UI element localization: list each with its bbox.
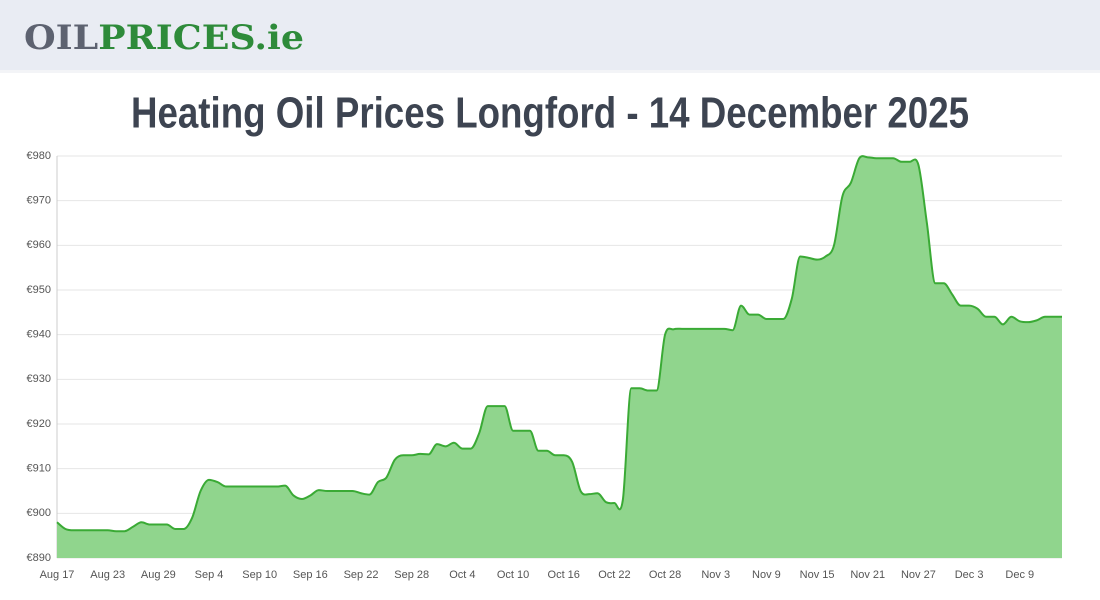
x-tick-label: Aug 17 [40, 569, 75, 581]
y-tick-label: €920 [27, 418, 51, 430]
x-tick-label: Nov 21 [850, 569, 885, 581]
x-tick-label: Sep 28 [394, 569, 429, 581]
x-tick-label: Nov 15 [800, 569, 835, 581]
x-tick-label: Aug 29 [141, 569, 176, 581]
y-tick-label: €900 [27, 507, 51, 519]
x-tick-label: Oct 4 [449, 569, 475, 581]
x-tick-label: Oct 22 [598, 569, 630, 581]
y-tick-label: €930 [27, 373, 51, 385]
y-tick-label: €890 [27, 552, 51, 564]
header-bar [0, 0, 1100, 70]
x-tick-label: Nov 9 [752, 569, 781, 581]
x-tick-label: Sep 10 [242, 569, 277, 581]
logo[interactable]: OIL PRICES.ie [24, 18, 304, 58]
x-tick-label: Nov 27 [901, 569, 936, 581]
chart: €890 €900 €910 €920 €930 €940 €950 €960 €970 €980… [27, 150, 1062, 581]
y-tick-label: €910 [27, 463, 51, 475]
y-tick-label: €970 [27, 195, 51, 207]
x-tick-label: Oct 10 [497, 569, 529, 581]
x-tick-label: Oct 16 [548, 569, 580, 581]
header-shadow [0, 70, 1100, 73]
area [57, 156, 1062, 558]
x-tick-label: Sep 22 [344, 569, 379, 581]
y-tick-label: €960 [27, 239, 51, 251]
line [56, 155, 1062, 533]
logo-green: PRICES.ie [98, 18, 304, 58]
y-tick-label: €980 [27, 150, 51, 162]
x-tick-label: Nov 3 [701, 569, 730, 581]
x-tick-label: Dec 9 [1005, 569, 1034, 581]
x-tick-label: Sep 4 [195, 569, 224, 581]
x-tick-label: Sep 16 [293, 569, 328, 581]
y-tick-label: €950 [27, 284, 51, 296]
logo-dark: OIL [24, 18, 98, 58]
chart-title: Heating Oil Prices Longford - 14 Decembe… [131, 89, 969, 138]
y-tick-label: €940 [27, 329, 51, 341]
x-tick-label: Aug 23 [90, 569, 125, 581]
x-tick-label: Dec 3 [955, 569, 984, 581]
x-tick-label: Oct 28 [649, 569, 681, 581]
